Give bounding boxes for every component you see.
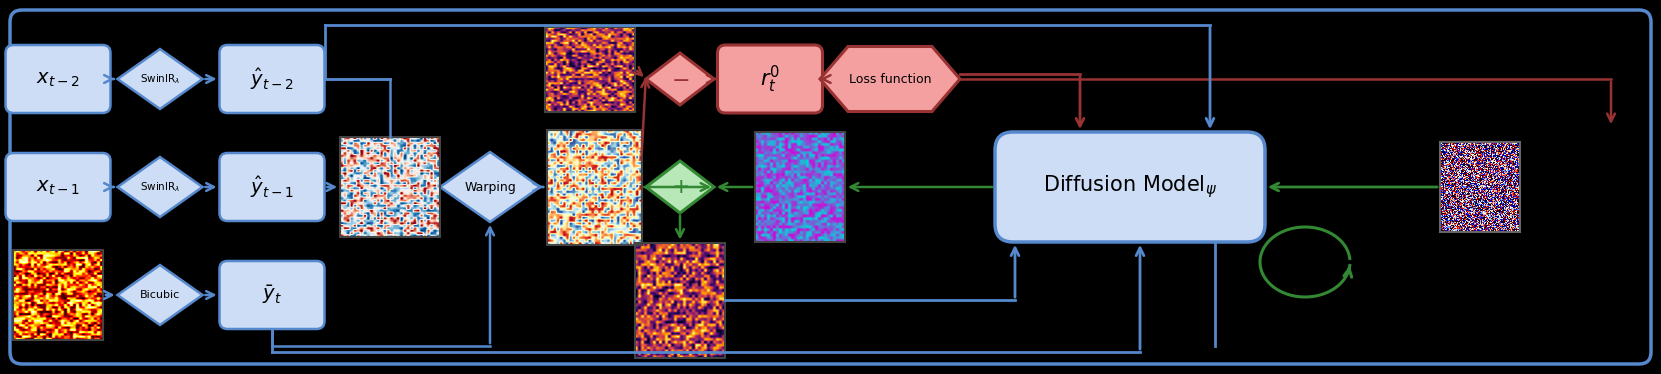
Text: $x_{t-1}$: $x_{t-1}$ bbox=[37, 178, 80, 196]
Text: $\bar{y}_t$: $\bar{y}_t$ bbox=[262, 283, 282, 306]
FancyBboxPatch shape bbox=[5, 45, 111, 113]
Polygon shape bbox=[821, 46, 960, 111]
Text: SwinIR$_\lambda$: SwinIR$_\lambda$ bbox=[140, 180, 181, 194]
FancyBboxPatch shape bbox=[718, 45, 822, 113]
Text: $x_{t-2}$: $x_{t-2}$ bbox=[37, 70, 80, 89]
Polygon shape bbox=[118, 265, 203, 325]
Polygon shape bbox=[118, 157, 203, 217]
Bar bbox=[635, 242, 724, 358]
Text: $-$: $-$ bbox=[671, 69, 689, 89]
Text: $\hat{y}_{t-2}$: $\hat{y}_{t-2}$ bbox=[251, 66, 294, 92]
Bar bbox=[1440, 142, 1520, 232]
Text: Loss function: Loss function bbox=[849, 73, 932, 86]
Polygon shape bbox=[646, 161, 714, 213]
Bar bbox=[756, 132, 845, 242]
FancyBboxPatch shape bbox=[219, 153, 324, 221]
Text: Bicubic: Bicubic bbox=[140, 290, 179, 300]
Bar bbox=[341, 137, 440, 237]
FancyBboxPatch shape bbox=[995, 132, 1266, 242]
Polygon shape bbox=[646, 53, 714, 105]
Text: $+$: $+$ bbox=[671, 177, 689, 197]
Text: Warping: Warping bbox=[463, 181, 517, 193]
Polygon shape bbox=[118, 49, 203, 109]
Text: SwinIR$_\lambda$: SwinIR$_\lambda$ bbox=[140, 72, 181, 86]
FancyBboxPatch shape bbox=[219, 45, 324, 113]
Text: Diffusion Model$_\psi$: Diffusion Model$_\psi$ bbox=[1043, 174, 1218, 200]
Text: $\hat{y}_{t-1}$: $\hat{y}_{t-1}$ bbox=[251, 174, 294, 200]
Bar bbox=[13, 250, 103, 340]
Bar bbox=[546, 129, 641, 245]
FancyBboxPatch shape bbox=[219, 261, 324, 329]
Bar bbox=[545, 27, 635, 111]
FancyBboxPatch shape bbox=[5, 153, 111, 221]
Text: $r_t^0$: $r_t^0$ bbox=[761, 64, 781, 95]
Polygon shape bbox=[440, 152, 540, 222]
